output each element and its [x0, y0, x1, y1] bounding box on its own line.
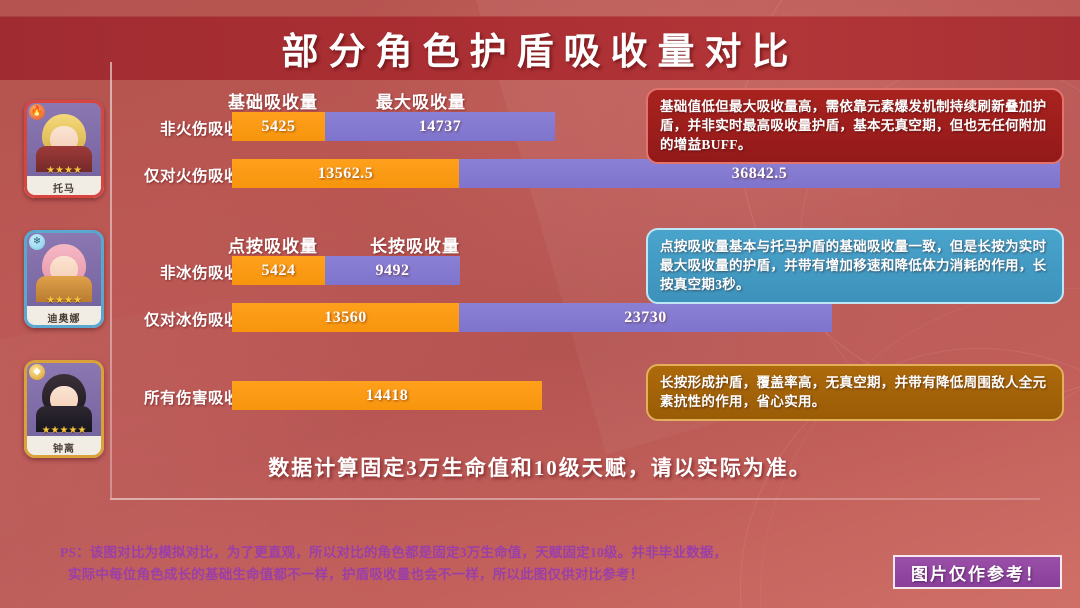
legend-base-g1: 基础吸收量	[228, 93, 318, 112]
character-name: 迪奥娜	[24, 306, 104, 328]
avatar-zhongli[interactable]: ◆ ★★★★★ 钟离	[24, 360, 104, 458]
rarity-stars: ★★★★	[46, 164, 82, 176]
row-label-g1r1: 非火伤吸收	[159, 121, 240, 138]
bar-segment-max: 9492	[325, 256, 460, 285]
ps-line-1: PS：该图对比为模拟对比，为了更直观，所以对比的角色都是固定3万生命值，天赋固定…	[60, 545, 728, 560]
rarity-stars: ★★★★★	[41, 424, 87, 436]
portrait-body	[36, 146, 92, 172]
cryo-icon: ❄	[29, 234, 45, 250]
bar-segment-max: 23730	[459, 303, 832, 332]
reference-badge: 图片仅作参考！	[893, 555, 1062, 589]
bar-row-g1r1: 5425 14737	[232, 112, 555, 141]
ps-note: PS：该图对比为模拟对比，为了更直观，所以对比的角色都是固定3万生命值，天赋固定…	[60, 542, 860, 586]
character-name: 钟离	[24, 436, 104, 458]
avatar-thoma[interactable]: 🔥 ★★★★ 托马	[24, 100, 104, 198]
row-label-g1r2: 仅对火伤吸收	[143, 168, 240, 185]
row-label-g3r1: 所有伤害吸收	[143, 390, 240, 407]
callout-zhongli: 长按形成护盾，覆盖率高，无真空期，并带有降低周围敌人全元素抗性的作用，省心实用。	[646, 364, 1064, 422]
pyro-icon: 🔥	[29, 104, 45, 120]
page-title: 部分角色护盾吸收量对比	[281, 29, 799, 73]
bar-segment-base: 5425	[232, 112, 325, 141]
callout-thoma: 基础值低但最大吸收量高，需依靠元素爆发机制持续刷新叠加护盾，并非实时最高吸收量护…	[646, 88, 1064, 165]
character-portrait	[24, 368, 104, 432]
bar-segment-base: 13562.5	[232, 159, 459, 188]
footnote: 数据计算固定3万生命值和10级天赋，请以实际为准。	[268, 456, 812, 480]
legend-base-g2: 点按吸收量	[228, 237, 318, 256]
bar-row-g2r2: 13560 23730	[232, 303, 832, 332]
row-label-g2r1: 非冰伤吸收	[159, 265, 240, 282]
portrait-body	[36, 276, 92, 302]
title-band: 部分角色护盾吸收量对比	[0, 16, 1080, 80]
character-portrait	[24, 108, 104, 172]
bar-row-g3r1: 14418	[232, 381, 542, 410]
bar-segment-base: 5424	[232, 256, 325, 285]
bar-segment-base: 14418	[232, 381, 542, 410]
portrait-body	[36, 406, 92, 432]
rarity-stars: ★★★★	[46, 294, 82, 306]
bar-row-g2r1: 5424 9492	[232, 256, 460, 285]
legend-max-g1: 最大吸收量	[376, 93, 466, 112]
vertical-divider	[110, 62, 112, 498]
ps-line-2: 实际中每位角色成长的基础生命值都不一样，护盾吸收量也会不一样，所以此图仅供对比参…	[68, 566, 644, 582]
bar-segment-base: 13560	[232, 303, 459, 332]
row-label-g2r2: 仅对冰伤吸收	[143, 312, 240, 329]
character-name: 托马	[24, 176, 104, 198]
avatar-diona[interactable]: ❄ ★★★★ 迪奥娜	[24, 230, 104, 328]
legend-max-g2: 长按吸收量	[370, 237, 460, 256]
bar-segment-max: 14737	[325, 112, 555, 141]
callout-diona: 点按吸收量基本与托马护盾的基础吸收量一致，但是长按为实时最大吸收量的护盾，并带有…	[646, 228, 1064, 305]
geo-icon: ◆	[29, 364, 45, 380]
character-portrait	[24, 238, 104, 302]
horizontal-divider	[110, 498, 1040, 500]
